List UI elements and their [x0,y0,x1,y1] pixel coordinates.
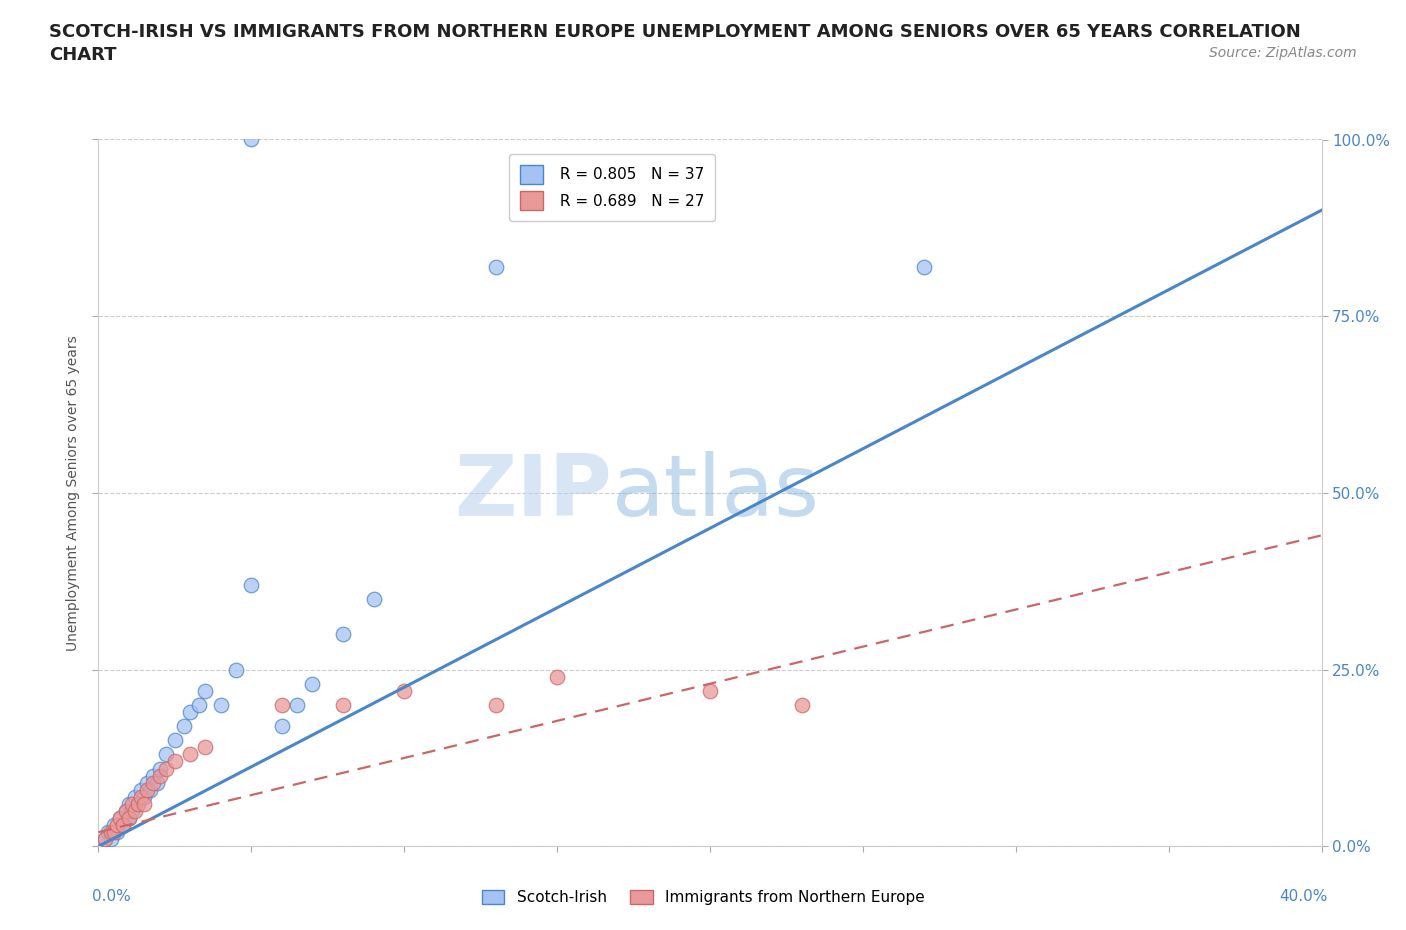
Point [134,790,156,804]
Point [121,804,143,818]
Point [155,761,177,776]
Point [240,132,263,147]
Point [115,804,138,818]
Point [129,782,152,797]
Point [163,733,186,748]
Point [100,831,122,846]
Point [301,676,323,691]
Point [134,796,156,811]
Point [118,811,141,826]
Legend:  R = 0.805   N = 37,  R = 0.689   N = 27: R = 0.805 N = 37, R = 0.689 N = 27 [509,154,716,220]
Text: 0.0%: 0.0% [93,889,131,904]
Point [124,790,146,804]
Point [240,578,263,592]
Point [142,776,165,790]
Point [97,825,120,840]
Point [136,776,159,790]
Point [111,817,134,832]
Point [108,811,131,826]
Point [149,768,172,783]
Point [145,776,167,790]
Point [225,662,247,677]
Y-axis label: Unemployment Among Seniors over 65 years: Unemployment Among Seniors over 65 years [66,335,80,651]
Point [142,768,165,783]
Point [179,705,201,720]
Point [103,817,125,832]
Point [127,796,149,811]
Point [127,796,149,811]
Point [332,698,354,712]
Point [136,782,159,797]
Point [392,684,416,698]
Point [129,790,152,804]
Text: CHART: CHART [49,46,117,64]
Point [485,698,508,712]
Point [270,719,292,734]
Point [118,796,141,811]
Text: 40.0%: 40.0% [1279,889,1327,904]
Point [124,804,146,818]
Point [139,782,162,797]
Point [108,811,131,826]
Point [485,259,508,274]
Point [194,684,217,698]
Point [105,825,128,840]
Point [332,627,354,642]
Point [149,761,172,776]
Text: Source: ZipAtlas.com: Source: ZipAtlas.com [1209,46,1357,60]
Point [163,754,186,769]
Text: atlas: atlas [612,451,820,535]
Point [93,831,115,846]
Legend: Scotch-Irish, Immigrants from Northern Europe: Scotch-Irish, Immigrants from Northern E… [475,884,931,911]
Point [103,825,125,840]
Text: ZIP: ZIP [454,451,612,535]
Text: SCOTCH-IRISH VS IMMIGRANTS FROM NORTHERN EUROPE UNEMPLOYMENT AMONG SENIORS OVER : SCOTCH-IRISH VS IMMIGRANTS FROM NORTHERN… [49,23,1301,41]
Point [93,831,115,846]
Point [270,698,292,712]
Point [155,747,177,762]
Point [118,811,141,826]
Point [912,259,935,274]
Point [363,591,385,606]
Point [194,740,217,755]
Point [699,684,721,698]
Point [546,670,568,684]
Point [173,719,195,734]
Point [105,817,128,832]
Point [285,698,308,712]
Point [790,698,813,712]
Point [115,804,138,818]
Point [111,817,134,832]
Point [188,698,211,712]
Point [179,747,201,762]
Point [100,825,122,840]
Point [209,698,232,712]
Point [121,796,143,811]
